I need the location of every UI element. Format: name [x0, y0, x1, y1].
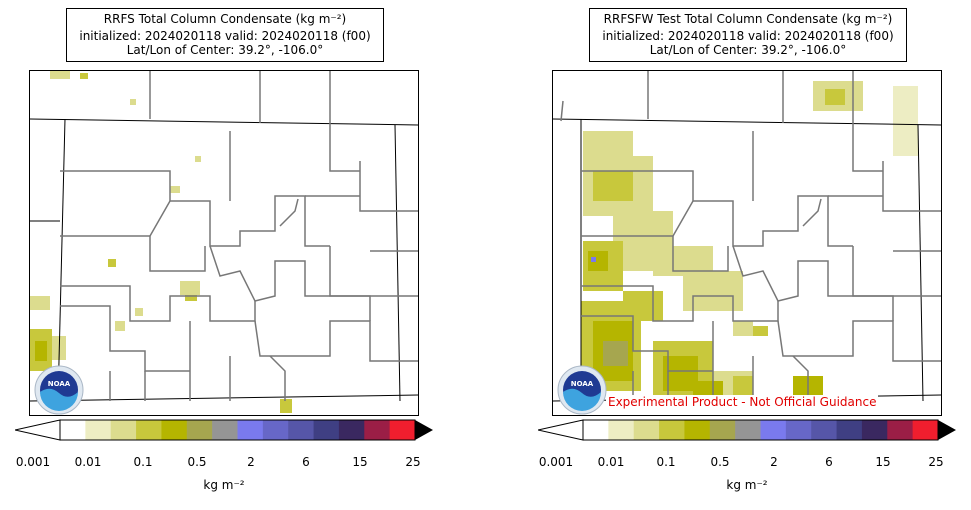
- left-colorbar-cell: [313, 420, 340, 440]
- left-tick-6: 15: [352, 455, 368, 469]
- left-tick-5: 6: [302, 455, 310, 469]
- left-colorbar-svg: [15, 419, 433, 441]
- right-colorbar-cell: [861, 420, 888, 440]
- right-colorbar-svg: [538, 419, 956, 441]
- left-tick-4: 2: [247, 455, 255, 469]
- right-colorbar-cell: [912, 420, 939, 440]
- right-tick-5: 6: [825, 455, 833, 469]
- right-colorbar-cell: [583, 420, 609, 440]
- left-colorbar: [15, 418, 435, 444]
- right-colorbar-cell: [633, 420, 660, 440]
- left-colorbar-cell: [85, 420, 112, 440]
- right-tick-2: 0.1: [656, 455, 676, 469]
- right-title-line1: RRFSFW Test Total Column Condensate (kg …: [603, 12, 893, 26]
- disclaimer-text: Experimental Product - Not Official Guid…: [606, 395, 879, 409]
- right-unit-label: kg m⁻²: [726, 478, 768, 492]
- right-colorbar-cell: [785, 420, 812, 440]
- right-colorbar-cell: [735, 420, 761, 440]
- right-condensate-patches: [581, 81, 918, 406]
- right-title-box: RRFSFW Test Total Column Condensate (kg …: [589, 8, 907, 62]
- right-map-svg: [553, 71, 941, 406]
- left-title-line2: initialized: 2024020118 valid: 202402011…: [79, 29, 371, 43]
- left-colorbar-cell: [110, 420, 137, 440]
- right-title-line2: initialized: 2024020118 valid: 202402011…: [602, 29, 894, 43]
- right-colorbar-cell: [836, 420, 863, 440]
- right-colorbar-cell: [887, 420, 914, 440]
- left-colorbar-cell: [288, 420, 315, 440]
- right-colorbar-cell: [659, 420, 685, 440]
- right-tick-0: 0.001: [538, 455, 574, 469]
- left-tick-7: 25: [405, 455, 421, 469]
- right-county-borders: [560, 71, 941, 401]
- left-colorbar-cell: [237, 420, 264, 440]
- left-noaa-logo: NOAA: [34, 365, 84, 415]
- left-colorbar-cell: [136, 420, 162, 440]
- left-map: [29, 70, 419, 416]
- right-colorbar-cell: [811, 420, 838, 440]
- left-colorbar-cell: [338, 420, 365, 440]
- right-colorbar-cell: [709, 420, 736, 440]
- left-title-line1: RRFS Total Column Condensate (kg m⁻²): [103, 12, 347, 26]
- svg-text:NOAA: NOAA: [48, 380, 71, 388]
- right-tick-4: 2: [770, 455, 778, 469]
- left-colorbar-cell: [364, 420, 391, 440]
- left-tick-2: 0.1: [133, 455, 153, 469]
- left-colorbar-cell: [186, 420, 213, 440]
- svg-text:NOAA: NOAA: [571, 380, 594, 388]
- left-county-borders: [60, 71, 418, 401]
- left-title-box: RRFS Total Column Condensate (kg m⁻²) in…: [66, 8, 384, 62]
- left-colorbar-cell: [212, 420, 238, 440]
- left-colorbar-cell: [60, 420, 86, 440]
- left-unit-label: kg m⁻²: [203, 478, 245, 492]
- right-noaa-logo: NOAA: [557, 365, 607, 415]
- left-tick-0: 0.001: [15, 455, 51, 469]
- left-tick-1: 0.01: [74, 455, 102, 469]
- left-colorbar-cell: [262, 420, 289, 440]
- right-tick-3: 0.5: [710, 455, 730, 469]
- right-tick-1: 0.01: [597, 455, 625, 469]
- left-state-borders: [30, 118, 418, 402]
- right-tick-7: 25: [928, 455, 944, 469]
- right-colorbar-cell: [760, 420, 787, 440]
- left-map-svg: [30, 71, 418, 413]
- left-tick-3: 0.5: [187, 455, 207, 469]
- right-colorbar-cell: [608, 420, 635, 440]
- left-colorbar-cell: [389, 420, 416, 440]
- right-title-line3: Lat/Lon of Center: 39.2°, -106.0°: [649, 43, 847, 57]
- left-colorbar-cell: [161, 420, 188, 440]
- left-panel: RRFS Total Column Condensate (kg m⁻²) in…: [0, 0, 440, 510]
- right-tick-6: 15: [875, 455, 891, 469]
- right-panel: RRFSFW Test Total Column Condensate (kg …: [523, 0, 963, 510]
- right-map: [552, 70, 942, 416]
- right-colorbar: [538, 418, 958, 444]
- right-colorbar-cell: [684, 420, 711, 440]
- left-title-line3: Lat/Lon of Center: 39.2°, -106.0°: [126, 43, 324, 57]
